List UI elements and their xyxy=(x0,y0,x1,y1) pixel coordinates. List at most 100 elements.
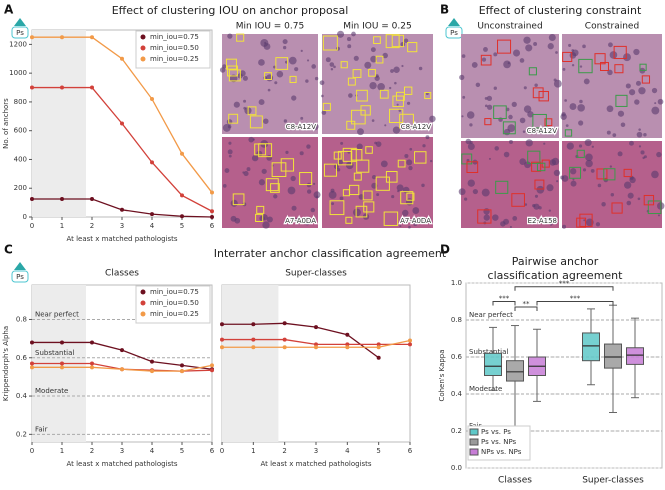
data-point xyxy=(251,337,256,342)
x-axis-label: At least x matched pathologists xyxy=(66,235,177,243)
x-tick-label: Super-classes xyxy=(582,476,644,486)
nucleus xyxy=(345,161,354,170)
nucleus xyxy=(643,132,647,137)
x-tick-label: 0 xyxy=(30,222,34,230)
image-label: A7-A0DA xyxy=(285,217,316,225)
nucleus xyxy=(263,118,269,124)
nucleus xyxy=(262,221,270,229)
nucleus xyxy=(224,168,230,173)
nucleus xyxy=(612,133,617,137)
panel-label: B xyxy=(440,3,449,17)
nucleus xyxy=(259,215,265,222)
data-point xyxy=(120,56,124,61)
x-tick-label: 6 xyxy=(210,447,215,455)
nucleus xyxy=(400,41,406,47)
nucleus xyxy=(242,75,248,81)
box xyxy=(582,332,600,362)
nucleus xyxy=(347,44,352,49)
data-point xyxy=(345,332,350,337)
anchor-box xyxy=(603,168,616,181)
nucleus xyxy=(565,124,569,127)
nucleus xyxy=(421,183,425,188)
x-tick-label: 5 xyxy=(180,222,184,230)
nucleus xyxy=(306,182,312,188)
nucleus xyxy=(291,95,297,101)
nucleus xyxy=(607,69,613,76)
nucleus xyxy=(560,175,565,180)
nucleus xyxy=(315,195,319,199)
anchor-box xyxy=(270,183,280,193)
nucleus xyxy=(569,103,577,111)
nucleus xyxy=(364,61,372,69)
nucleus xyxy=(429,115,436,123)
data-point xyxy=(90,197,94,202)
nucleus xyxy=(523,36,531,44)
nucleus xyxy=(629,140,634,146)
y-tick-label: 1200 xyxy=(9,40,27,48)
nucleus xyxy=(425,135,430,140)
data-point xyxy=(30,35,34,40)
nucleus xyxy=(634,99,640,105)
data-point xyxy=(60,85,64,90)
legend-label: min_iou=0.50 xyxy=(150,299,199,307)
legend-marker xyxy=(140,311,146,317)
anchor-box xyxy=(255,213,264,222)
anchor-box xyxy=(480,54,492,66)
anchor-box xyxy=(228,113,239,124)
anchor-box xyxy=(329,200,345,216)
legend-box xyxy=(135,30,211,69)
nucleus xyxy=(401,64,404,68)
anchor-box xyxy=(265,178,279,192)
series-line xyxy=(222,322,380,359)
nucleus xyxy=(242,171,245,174)
anchor-box xyxy=(511,193,525,207)
tissue-image xyxy=(322,34,433,134)
data-point xyxy=(376,342,381,347)
data-point xyxy=(30,85,34,90)
anchor-box xyxy=(373,36,381,44)
nucleus xyxy=(494,146,499,151)
nucleus xyxy=(402,209,409,217)
nucleus xyxy=(219,67,226,73)
nucleus xyxy=(227,124,232,129)
chart-title: Super-classes xyxy=(285,269,347,279)
nucleus xyxy=(321,94,324,98)
nucleus xyxy=(229,74,238,83)
nucleus xyxy=(637,197,641,201)
nucleus xyxy=(463,197,468,201)
data-point xyxy=(180,369,184,374)
nucleus xyxy=(532,203,536,208)
nucleus xyxy=(527,111,534,118)
nucleus xyxy=(562,67,566,71)
nucleus xyxy=(230,199,238,207)
reference-label: Moderate xyxy=(469,385,502,393)
anchor-box xyxy=(275,57,289,70)
nucleus xyxy=(579,65,583,68)
nucleus xyxy=(570,168,577,175)
x-tick-label: 1 xyxy=(251,447,255,455)
nucleus xyxy=(617,151,623,157)
significance-bracket xyxy=(514,286,614,291)
legend-box xyxy=(135,285,211,324)
nucleus xyxy=(394,81,397,85)
image-label: A7-A0DA xyxy=(400,217,431,225)
anchor-box xyxy=(227,65,238,77)
anchor-box xyxy=(247,106,257,116)
nucleus xyxy=(623,53,631,62)
nucleus xyxy=(246,167,251,172)
nucleus xyxy=(290,175,296,182)
legend-marker xyxy=(469,448,479,456)
y-tick-label: 400 xyxy=(14,155,27,163)
nucleus xyxy=(392,126,401,134)
data-point xyxy=(120,121,124,126)
anchor-box xyxy=(353,172,362,181)
anchor-box xyxy=(362,190,373,201)
nucleus xyxy=(591,145,594,148)
anchor-box xyxy=(611,202,623,214)
nucleus xyxy=(351,31,356,37)
nucleus xyxy=(422,144,426,148)
nucleus xyxy=(306,189,312,194)
nucleus xyxy=(656,151,662,158)
